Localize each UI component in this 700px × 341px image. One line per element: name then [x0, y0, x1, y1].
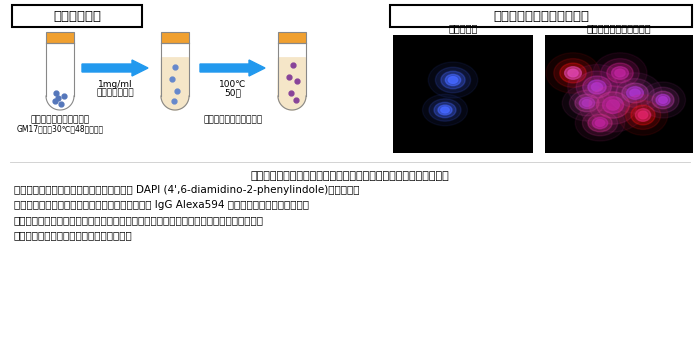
Ellipse shape: [576, 71, 618, 103]
Text: 1mg/ml: 1mg/ml: [98, 80, 132, 89]
Ellipse shape: [652, 91, 674, 109]
Ellipse shape: [622, 83, 648, 103]
FancyBboxPatch shape: [390, 5, 692, 27]
Ellipse shape: [546, 53, 600, 93]
Text: 卵白リゾチーム修飾菌体: 卵白リゾチーム修飾菌体: [587, 23, 651, 33]
Ellipse shape: [601, 59, 639, 87]
Ellipse shape: [618, 95, 668, 135]
Ellipse shape: [592, 83, 603, 91]
Polygon shape: [161, 58, 189, 110]
Ellipse shape: [625, 101, 661, 129]
Ellipse shape: [612, 67, 629, 79]
Polygon shape: [278, 58, 306, 110]
Polygon shape: [278, 43, 306, 110]
Bar: [278, 32, 306, 43]
Polygon shape: [161, 43, 189, 110]
Text: 100℃: 100℃: [219, 80, 246, 89]
FancyBboxPatch shape: [12, 5, 142, 27]
Polygon shape: [46, 96, 74, 110]
Ellipse shape: [631, 105, 655, 125]
Ellipse shape: [582, 76, 611, 98]
Ellipse shape: [593, 53, 647, 93]
Ellipse shape: [554, 59, 592, 87]
Text: 体表層に卵白リゾチームが凝集している。: 体表層に卵白リゾチームが凝集している。: [14, 230, 133, 240]
Text: 卵白リゾチーム修飾菌体像: 卵白リゾチーム修飾菌体像: [493, 10, 589, 23]
Ellipse shape: [423, 94, 468, 126]
Ellipse shape: [562, 85, 612, 121]
Ellipse shape: [575, 105, 624, 141]
Ellipse shape: [630, 89, 640, 97]
Ellipse shape: [575, 94, 599, 112]
Text: ラクトコッカス属乳酸菌: ラクトコッカス属乳酸菌: [30, 115, 90, 124]
Ellipse shape: [448, 77, 458, 84]
Ellipse shape: [441, 71, 465, 89]
Bar: [545, 35, 693, 153]
Ellipse shape: [603, 97, 624, 114]
Ellipse shape: [626, 87, 643, 99]
Bar: [393, 35, 533, 153]
Text: 卵白リゾチーム修飾菌体: 卵白リゾチーム修飾菌体: [204, 115, 263, 124]
Text: 菌体修飾方法: 菌体修飾方法: [53, 10, 101, 23]
Text: GM17培地、30℃、48時間培養: GM17培地、30℃、48時間培養: [16, 124, 104, 133]
Polygon shape: [82, 60, 148, 76]
Ellipse shape: [615, 69, 625, 77]
Text: 菌体修飾方法を図に示した。菌体の核酸は DAPI (4',6-diamidino-2-phenylindole)、卵白リゾ: 菌体修飾方法を図に示した。菌体の核酸は DAPI (4',6-diamidino…: [14, 185, 360, 195]
Ellipse shape: [568, 64, 626, 109]
Ellipse shape: [659, 97, 667, 103]
Ellipse shape: [445, 74, 461, 86]
Ellipse shape: [596, 92, 629, 118]
Polygon shape: [200, 60, 265, 76]
Ellipse shape: [636, 109, 651, 121]
Bar: [46, 32, 74, 43]
Polygon shape: [46, 43, 74, 110]
Ellipse shape: [429, 99, 461, 121]
Ellipse shape: [569, 90, 605, 116]
Text: 加熱死菌体: 加熱死菌体: [448, 23, 477, 33]
Ellipse shape: [607, 100, 620, 110]
Ellipse shape: [608, 73, 662, 113]
Ellipse shape: [592, 117, 608, 129]
Ellipse shape: [588, 114, 612, 132]
Ellipse shape: [588, 80, 606, 94]
Ellipse shape: [638, 111, 648, 119]
Bar: [161, 32, 189, 43]
Ellipse shape: [435, 67, 470, 93]
Ellipse shape: [582, 110, 617, 136]
Ellipse shape: [568, 69, 578, 77]
Ellipse shape: [580, 98, 595, 108]
Ellipse shape: [560, 63, 586, 83]
Text: 50分: 50分: [224, 88, 241, 97]
Ellipse shape: [580, 78, 647, 132]
Text: チームはウサギ抗卵白リゾチーム抗体と抗ウサギ IgG Alexa594 で染色し、蛍光顕微鏡で観察: チームはウサギ抗卵白リゾチーム抗体と抗ウサギ IgG Alexa594 で染色し…: [14, 200, 309, 210]
Ellipse shape: [428, 62, 477, 98]
Ellipse shape: [565, 67, 582, 79]
Ellipse shape: [616, 78, 654, 107]
Text: した。核酸が青、卵白リゾチームが赤で染まっている。卵白リゾチーム修飾菌体では、菌: した。核酸が青、卵白リゾチームが赤で染まっている。卵白リゾチーム修飾菌体では、菌: [14, 215, 264, 225]
Ellipse shape: [441, 107, 449, 113]
Ellipse shape: [607, 63, 634, 83]
Ellipse shape: [656, 94, 670, 106]
Ellipse shape: [589, 86, 637, 124]
Ellipse shape: [647, 87, 679, 113]
Ellipse shape: [434, 102, 456, 118]
Ellipse shape: [582, 100, 592, 106]
Text: 卵白リゾチーム: 卵白リゾチーム: [96, 88, 134, 97]
Ellipse shape: [438, 105, 452, 115]
Ellipse shape: [595, 120, 605, 127]
Text: 図１．菌体修飾方法と卵白リゾチーム修飾菌体の蛍光顕微鏡観察図: 図１．菌体修飾方法と卵白リゾチーム修飾菌体の蛍光顕微鏡観察図: [251, 171, 449, 181]
Ellipse shape: [640, 82, 685, 118]
